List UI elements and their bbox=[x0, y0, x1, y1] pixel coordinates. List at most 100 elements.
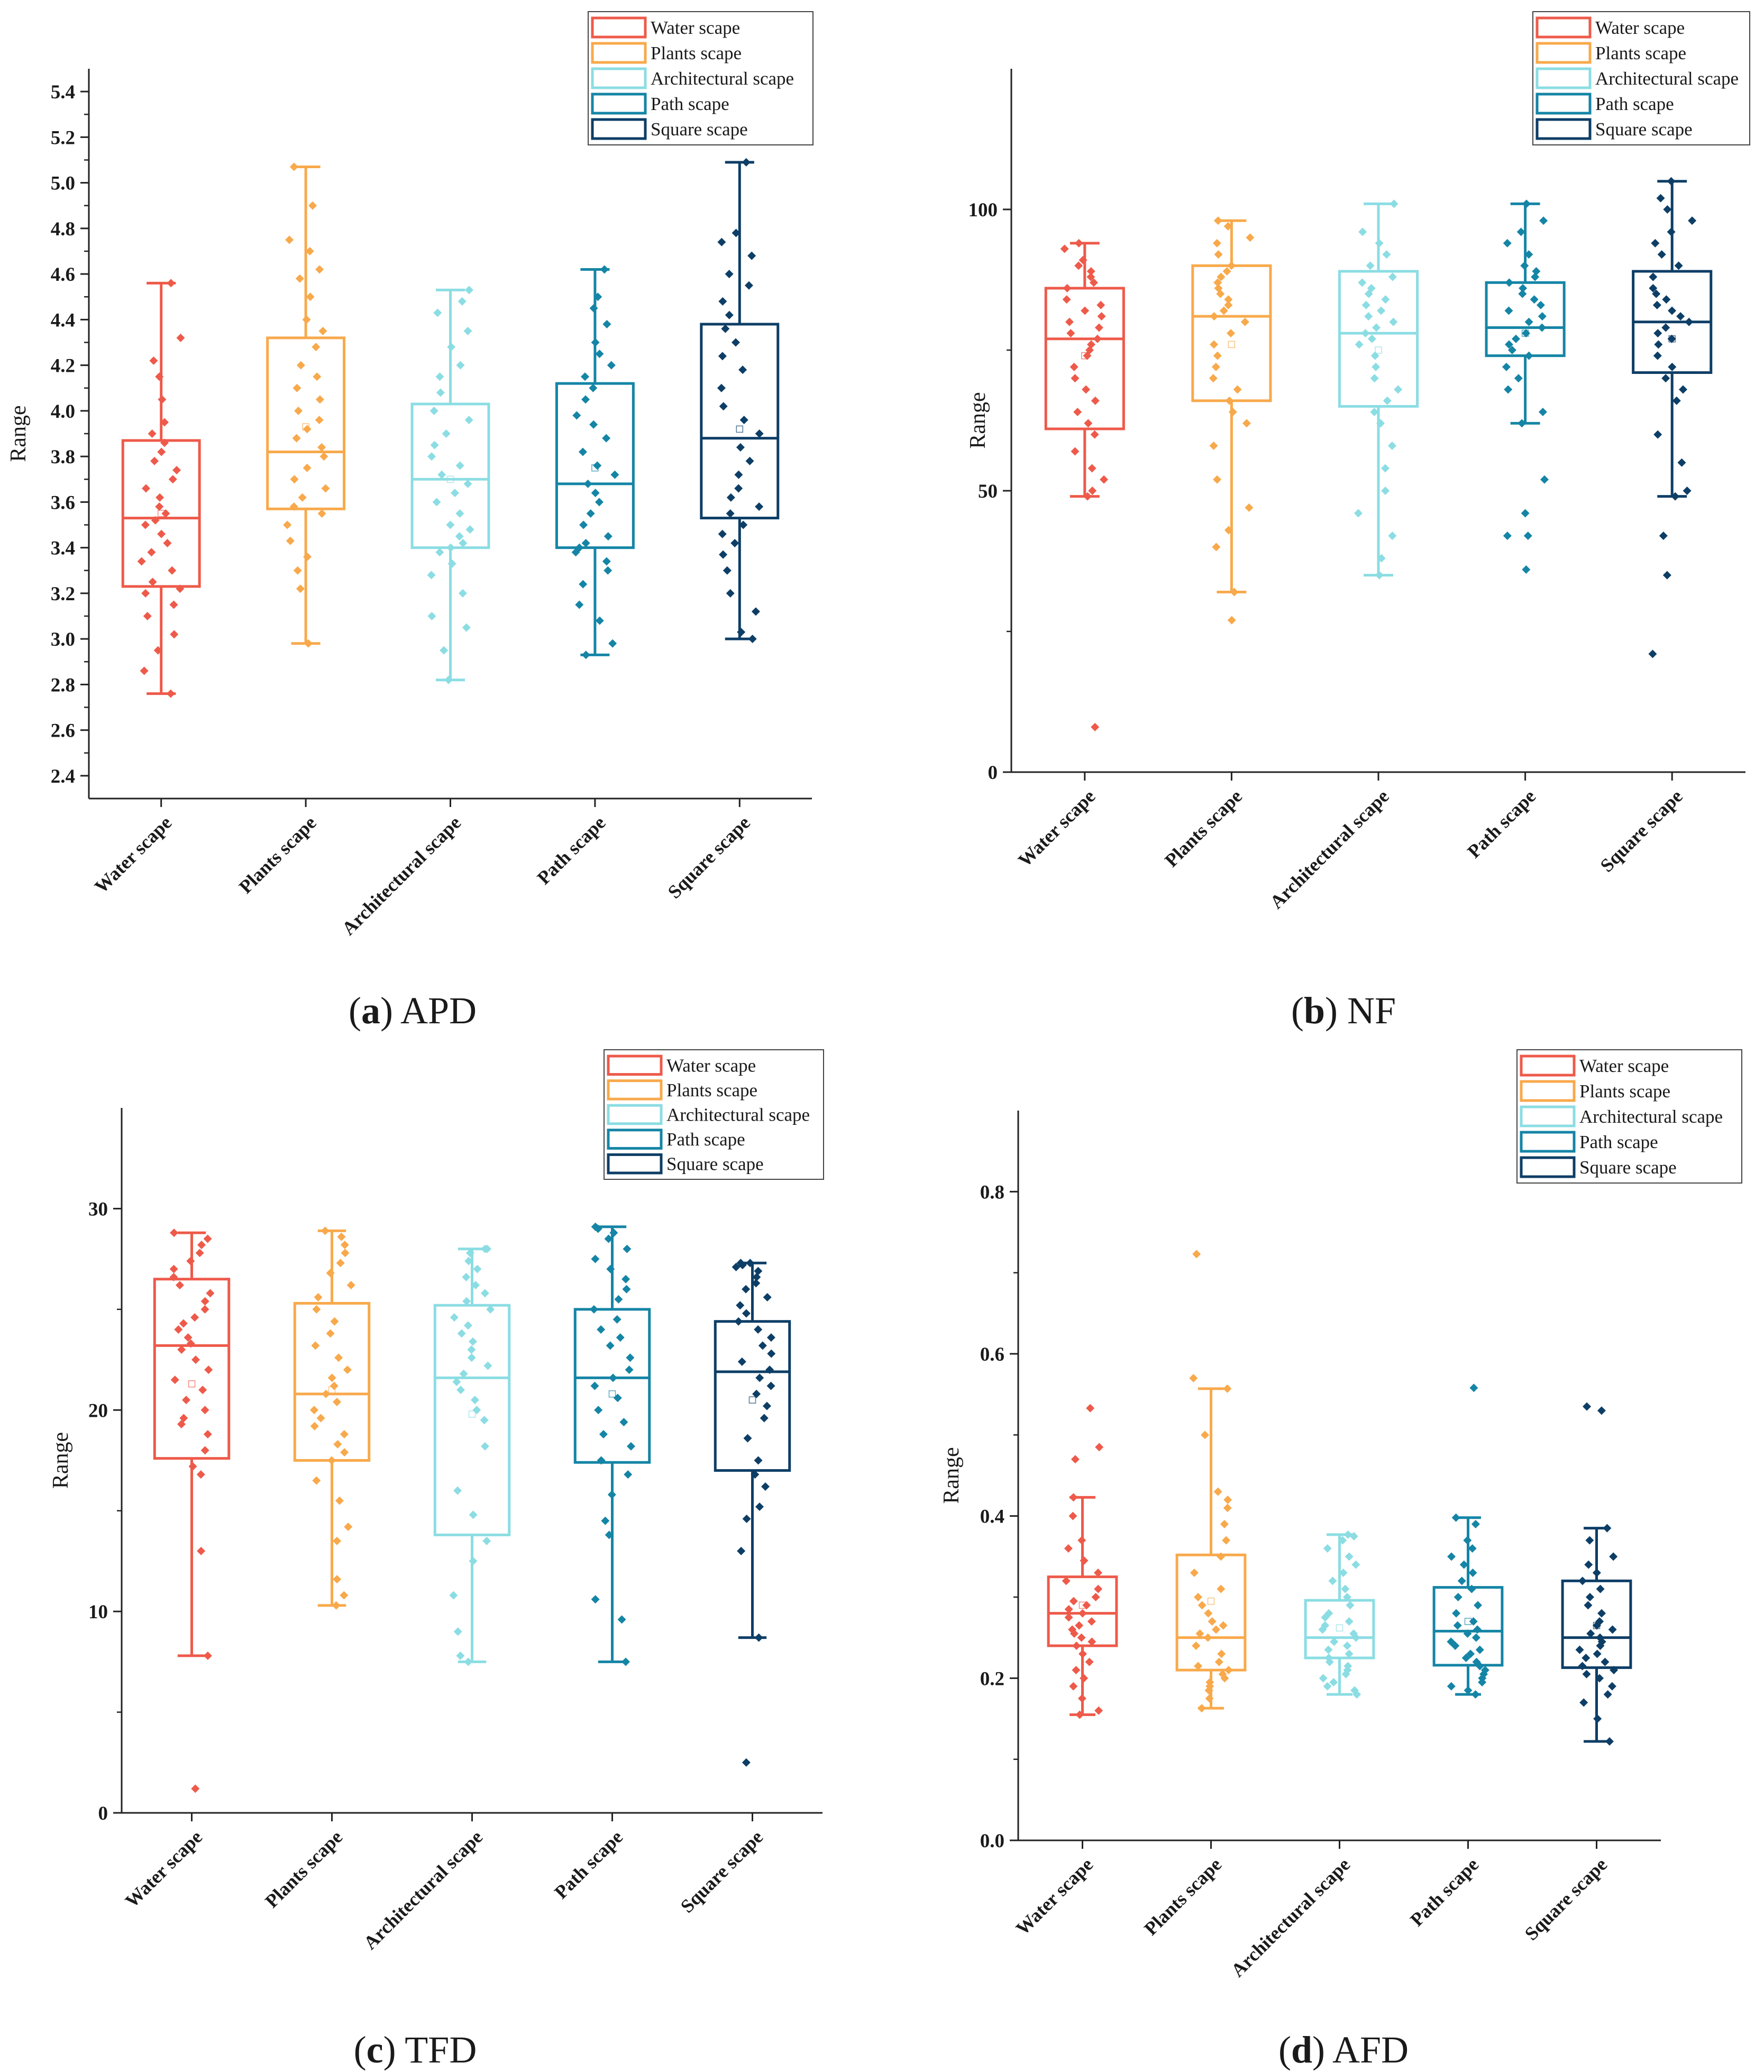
data-point bbox=[1210, 312, 1219, 321]
data-point bbox=[337, 1232, 346, 1241]
data-point bbox=[1087, 340, 1096, 349]
data-point bbox=[1246, 233, 1255, 242]
data-point bbox=[1607, 1682, 1616, 1691]
data-point bbox=[1649, 272, 1658, 281]
data-point bbox=[1219, 1621, 1228, 1630]
y-tick-label: 2.8 bbox=[51, 674, 75, 696]
data-point bbox=[204, 1365, 213, 1374]
data-point bbox=[305, 247, 314, 255]
data-point bbox=[1213, 1487, 1222, 1496]
y-tick-label: 4.4 bbox=[51, 309, 75, 331]
box-plants: Plants scape bbox=[1140, 1250, 1247, 1939]
data-point bbox=[609, 1373, 618, 1382]
data-point bbox=[761, 1482, 770, 1491]
data-point bbox=[606, 1264, 615, 1273]
data-point bbox=[1069, 1597, 1078, 1606]
data-point bbox=[1372, 323, 1381, 332]
data-point bbox=[143, 612, 152, 620]
data-point bbox=[333, 1440, 342, 1449]
box-water: Water scape bbox=[1012, 1404, 1118, 1939]
iqr-box bbox=[1561, 1579, 1632, 1669]
legend-frame bbox=[1516, 1049, 1742, 1184]
mean-marker bbox=[608, 1390, 616, 1398]
y-tick-label: 2.4 bbox=[51, 766, 75, 787]
y-tick-label: 5.2 bbox=[51, 127, 75, 149]
data-point bbox=[1077, 1536, 1086, 1545]
data-point bbox=[755, 1373, 764, 1382]
data-point bbox=[1383, 396, 1392, 405]
data-point bbox=[344, 1523, 353, 1532]
data-point bbox=[1654, 340, 1663, 349]
data-point bbox=[1203, 1633, 1212, 1642]
data-point bbox=[1060, 244, 1069, 253]
data-point bbox=[726, 509, 735, 518]
legend-label-water: Water scape bbox=[1595, 17, 1685, 38]
data-point bbox=[583, 479, 592, 488]
data-point bbox=[604, 566, 613, 575]
data-point bbox=[606, 1341, 615, 1350]
data-point bbox=[148, 577, 157, 586]
data-point bbox=[1518, 419, 1527, 428]
data-point bbox=[1575, 1645, 1584, 1654]
data-point bbox=[462, 1272, 471, 1281]
data-point bbox=[340, 1429, 349, 1438]
data-point bbox=[1330, 1637, 1339, 1646]
data-point bbox=[467, 1353, 476, 1362]
data-point bbox=[306, 292, 315, 301]
data-point bbox=[1074, 239, 1083, 247]
data-point bbox=[1662, 571, 1671, 580]
x-category-label: Path scape bbox=[550, 1826, 627, 1903]
legend-label-square: Square scape bbox=[651, 119, 748, 140]
data-point bbox=[1683, 487, 1692, 495]
data-point bbox=[621, 1657, 630, 1666]
data-point bbox=[613, 1393, 622, 1402]
data-point bbox=[742, 1309, 751, 1318]
data-point bbox=[469, 1510, 478, 1519]
data-point bbox=[591, 1254, 600, 1263]
data-point bbox=[440, 646, 449, 655]
data-point bbox=[203, 1429, 212, 1438]
data-point bbox=[624, 1470, 633, 1479]
box-water: Water scape bbox=[1014, 239, 1125, 871]
caption-open-paren: ( bbox=[1278, 2029, 1291, 2071]
data-point bbox=[1240, 317, 1249, 326]
caption-letter: a bbox=[361, 989, 380, 1032]
data-point bbox=[340, 1240, 349, 1249]
data-point bbox=[744, 281, 753, 290]
data-point bbox=[1190, 1569, 1199, 1577]
caption-name: AFD bbox=[1332, 2029, 1409, 2071]
data-point bbox=[1469, 1383, 1478, 1392]
data-point bbox=[742, 1285, 751, 1294]
data-point bbox=[1212, 1625, 1221, 1634]
data-point bbox=[1520, 261, 1529, 270]
box-water: Water scape bbox=[121, 1228, 231, 1912]
data-point bbox=[1071, 1455, 1080, 1464]
data-point bbox=[1538, 312, 1547, 321]
y-axis-title: Range bbox=[49, 1432, 73, 1489]
data-point bbox=[595, 616, 604, 625]
data-point bbox=[197, 1240, 206, 1249]
data-point bbox=[591, 489, 600, 498]
data-point bbox=[444, 675, 453, 684]
legend-swatch-plants bbox=[1535, 42, 1592, 64]
data-point bbox=[581, 372, 590, 381]
data-point bbox=[198, 1386, 207, 1395]
data-point bbox=[308, 201, 317, 210]
data-point bbox=[179, 1319, 188, 1328]
data-point bbox=[1073, 408, 1082, 417]
data-point bbox=[1072, 1642, 1081, 1650]
data-point bbox=[304, 639, 313, 648]
data-point bbox=[751, 607, 760, 616]
data-point bbox=[743, 1434, 752, 1443]
data-point bbox=[1198, 1601, 1207, 1610]
data-point bbox=[1071, 374, 1080, 383]
data-point bbox=[462, 623, 471, 632]
caption-close-paren: ) bbox=[1325, 989, 1347, 1032]
panel-caption: (d) AFD bbox=[1278, 2029, 1409, 2071]
data-point bbox=[1063, 283, 1072, 292]
data-point bbox=[610, 470, 619, 479]
data-point bbox=[1085, 1657, 1094, 1666]
data-point bbox=[1592, 1569, 1601, 1577]
data-point bbox=[613, 1315, 621, 1324]
data-point bbox=[182, 1396, 191, 1405]
